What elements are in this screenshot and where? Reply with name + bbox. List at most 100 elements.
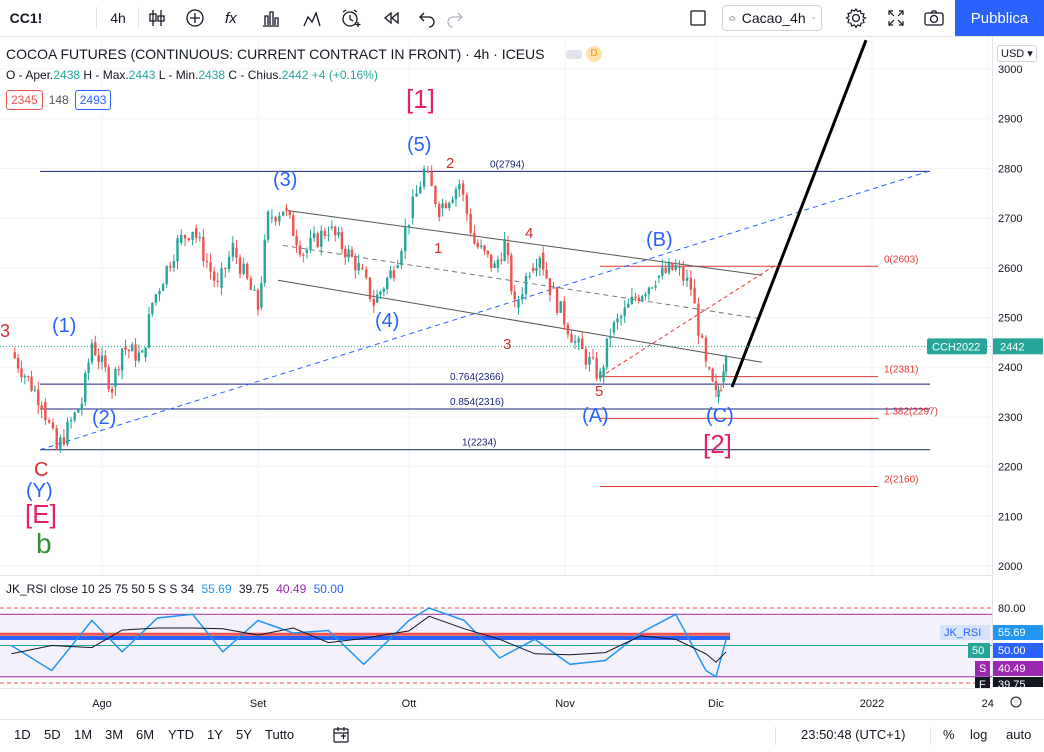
last-price-tag-value: 2442 [1000,341,1024,353]
candle-body [496,259,500,268]
candle-body [548,278,552,295]
high-value: 2443 [128,68,156,82]
range-button-5y[interactable]: 5Y [236,727,252,742]
range-button-ytd[interactable]: YTD [168,727,194,742]
layout-square-icon[interactable] [684,0,712,36]
candle-body [441,203,444,209]
candle-body [595,357,598,379]
range-button-1d[interactable]: 1D [14,727,31,742]
candle-body [708,367,711,369]
layout-preset-button[interactable]: Cacao_4h [722,5,822,31]
publish-button[interactable]: Pubblica [955,0,1044,36]
range-button-6m[interactable]: 6M [136,727,155,742]
candle-body [365,269,368,278]
candle-body [161,284,165,291]
candle-body [430,171,433,187]
templates-icon[interactable] [257,0,285,36]
price-tick-label: 3000 [998,64,1022,76]
clock-timezone[interactable]: 23:50:48 (UTC+1) [801,727,906,742]
candle-body [531,267,535,271]
candle-body [584,348,588,365]
replay-icon[interactable] [377,0,405,36]
percent-toggle[interactable]: % [943,727,955,742]
candle-body [724,356,728,372]
candle-body [407,224,411,228]
rsi-value-tag-text: 50.00 [998,645,1026,657]
compare-icon[interactable] [298,0,326,36]
candle-body [80,403,84,410]
legend-title[interactable]: COCOA FUTURES (CONTINUOUS: CURRENT CONTR… [6,46,545,62]
wave-label: 3 [0,321,10,341]
time-axis[interactable]: Ago Set Ott Nov Dic 2022 24 [0,688,1022,718]
symbol-search-button[interactable]: CC1! [9,10,43,26]
add-indicator-icon[interactable] [181,0,209,36]
candle-body [137,352,141,361]
candle-body [566,324,570,335]
range-button-1m[interactable]: 1M [74,727,93,742]
rsi-panel[interactable]: JK_RSI 50 SF [0,576,992,688]
rsi-name-tag [968,643,990,658]
toolbar-divider [138,7,139,29]
log-toggle[interactable]: log [970,727,988,742]
delayed-badge[interactable]: D [586,46,602,62]
candle-body [647,287,651,295]
candle-body [212,271,216,281]
undo-icon[interactable] [413,0,441,36]
candle-body [521,294,524,300]
candle-body [714,381,718,391]
fib-levels: 0(2794) 0.764(2366) 0.854(2316) 1(2234) 0(26… [40,159,938,487]
fib-level-label: 0(2603) [884,254,918,265]
candle-body [664,267,667,273]
candle-body [510,255,513,292]
chart-type-candles-icon[interactable] [143,0,171,36]
candle-body [94,342,97,356]
redo-icon[interactable] [441,0,469,36]
settings-gear-icon[interactable] [842,0,870,36]
rsi-legend-v2: 39.75 [238,582,269,596]
rsi-legend[interactable]: JK_RSI close 10 25 75 50 5 S S 34 55.69 … [6,582,344,596]
candle-body [114,369,117,388]
candle-body [183,234,187,239]
fullscreen-icon[interactable] [882,0,910,36]
date-range-calendar-icon[interactable] [332,726,350,747]
range-button-tutto[interactable]: Tutto [265,727,295,742]
price-chart[interactable]: 0(2794) 0.764(2366) 0.854(2316) 1(2234) 0(26… [0,37,992,575]
indicators-fx-icon[interactable]: fx [219,0,247,36]
rsi-line [11,607,727,678]
price-scale[interactable]: 2000 2100 2200 2300 2400 2500 2600 2700 2800 2900… [992,37,1044,687]
alert-clock-icon[interactable] [337,0,365,36]
visibility-icon[interactable] [566,50,582,59]
range-button-3m[interactable]: 3M [105,727,124,742]
candle-body [486,250,490,255]
legend-stats: 2345 148 2493 [6,90,112,110]
candle-body [479,245,483,248]
candle-body [535,267,538,271]
candle-body [320,230,323,247]
range-button-1y[interactable]: 1Y [207,727,223,742]
rsi-value-tag [993,643,1043,658]
candle-body [176,238,179,262]
rsi-name-tag-text: F [979,679,986,688]
range-button-5d[interactable]: 5D [44,727,61,742]
candle-body [298,245,302,255]
wave-label: C [34,459,48,481]
candle-body [227,256,231,269]
time-tick-label: Dic [708,698,724,710]
axis-settings-icon [1010,696,1022,708]
candle-body [180,234,183,243]
candle-body [198,237,201,239]
candle-body [266,211,270,240]
candle-body [490,254,493,268]
toolbar-divider [96,7,97,29]
candle-body [246,263,249,279]
change-value: +4 (+0.16%) [311,68,378,82]
wave-label: (3) [273,169,297,191]
currency-selector[interactable]: USD ▾ [997,45,1037,62]
rsi-name-tag-text: S [979,663,986,675]
candle-body [563,301,566,325]
snapshot-camera-icon[interactable] [920,0,948,36]
auto-toggle[interactable]: auto [1006,727,1032,742]
candle-body [426,171,430,173]
candle-body [415,193,418,197]
interval-button[interactable]: 4h [110,10,126,26]
